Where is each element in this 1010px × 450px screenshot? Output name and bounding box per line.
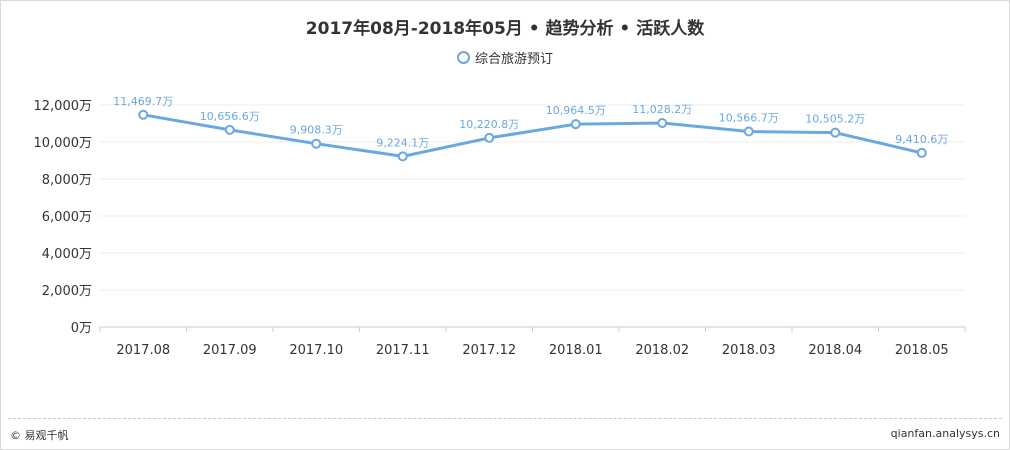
x-tick-label: 2018.05 xyxy=(895,343,949,358)
footer-copyright: © 易观千帆 xyxy=(10,429,69,442)
x-tick-label: 2018.04 xyxy=(808,343,862,358)
data-label: 9,224.1万 xyxy=(376,136,429,149)
grid-layer xyxy=(100,104,965,291)
x-tick-label: 2018.01 xyxy=(549,343,603,358)
x-tick-label: 2017.08 xyxy=(116,343,170,358)
data-label: 9,410.6万 xyxy=(895,133,948,146)
data-point[interactable] xyxy=(224,124,235,135)
data-label: 9,908.3万 xyxy=(290,124,343,137)
axis-layer: 0万 2,000万 4,000万 6,000万 8,000万 10,000万 12,000万… xyxy=(34,99,966,358)
y-tick-label: 12,000万 xyxy=(34,99,93,114)
y-tick-label: 6,000万 xyxy=(42,210,92,225)
series-layer xyxy=(138,109,927,162)
footer-url: qianfan.analysys.cn xyxy=(890,427,1000,440)
legend-label: 综合旅游预订 xyxy=(474,52,553,67)
data-label: 10,964.5万 xyxy=(546,104,606,117)
footer-divider xyxy=(8,418,1002,419)
data-point[interactable] xyxy=(397,151,408,162)
data-label: 10,656.6万 xyxy=(200,110,260,123)
legend: 综合旅游预订 xyxy=(0,48,1010,68)
label-layer: 11,469.7万 10,656.6万 9,908.3万 9,224.1万 10,220… xyxy=(113,95,948,150)
data-label: 11,469.7万 xyxy=(113,95,173,108)
data-point[interactable] xyxy=(311,138,322,149)
data-point[interactable] xyxy=(830,127,841,138)
legend-circle-icon xyxy=(456,51,470,64)
x-tick-label: 2017.11 xyxy=(376,343,430,358)
series-line xyxy=(142,113,923,158)
data-point[interactable] xyxy=(484,132,495,143)
x-tick-label: 2017.10 xyxy=(289,343,343,358)
y-tick-label: 4,000万 xyxy=(42,247,92,262)
data-point[interactable] xyxy=(916,147,927,158)
x-tick-label: 2018.02 xyxy=(635,343,689,358)
x-tick-label: 2017.12 xyxy=(462,343,516,358)
y-tick-label: 0万 xyxy=(71,321,92,336)
data-label: 10,220.8万 xyxy=(459,118,519,131)
y-tick-label: 8,000万 xyxy=(42,173,92,188)
data-point[interactable] xyxy=(138,109,149,120)
data-label: 11,028.2万 xyxy=(632,103,692,116)
data-label: 10,566.7万 xyxy=(719,112,779,125)
data-label: 10,505.2万 xyxy=(805,113,865,126)
chart-title: 2017年08月-2018年05月 • 趋势分析 • 活跃人数 xyxy=(305,19,705,39)
data-point[interactable] xyxy=(743,126,754,137)
data-point[interactable] xyxy=(570,119,581,130)
y-tick-label: 10,000万 xyxy=(34,136,93,151)
legend-item-series[interactable]: 综合旅游预订 xyxy=(456,48,553,67)
x-tick-label: 2017.09 xyxy=(203,343,257,358)
y-tick-label: 2,000万 xyxy=(42,284,92,299)
x-tick-label: 2018.03 xyxy=(722,343,776,358)
data-point[interactable] xyxy=(657,117,668,128)
